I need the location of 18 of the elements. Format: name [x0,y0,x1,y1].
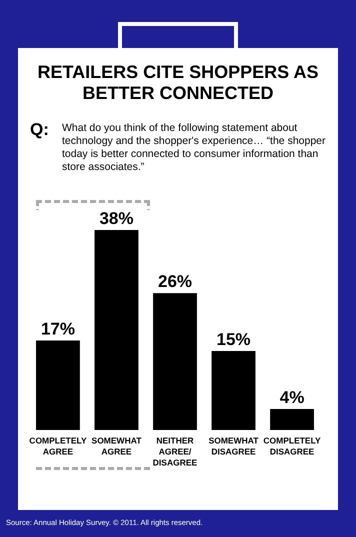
data-label: 26% [158,272,192,292]
bar [36,340,80,430]
data-label: 4% [280,388,304,407]
bar [153,293,197,430]
x-tick-label: NEITHER AGREE/DISAGREE [152,436,198,468]
bar [94,230,138,430]
bar [212,351,256,430]
text: Q: [30,120,49,140]
x-tick-label: SOMEWHAT DISAGREE [208,436,260,456]
data-label: 15% [216,330,251,350]
data-label: 38% [99,209,134,228]
bar [270,408,314,430]
chart-title: RETAILERS CITE SHOPPERS AS BETTER CONNECTED [36,62,320,104]
x-tick-label: COMPLETELY AGREE [29,436,87,456]
chart-subtitle: What do you think of the following statement about technology and the shopper's experience… “the shopper today is better connected to consumer information than store associates.” [62,122,327,174]
x-tick-label: SOMEWHAT AGREE [92,436,142,456]
x-tick-label: COMPLETELY DISAGREE [263,436,322,456]
data-label: 17% [40,320,75,339]
